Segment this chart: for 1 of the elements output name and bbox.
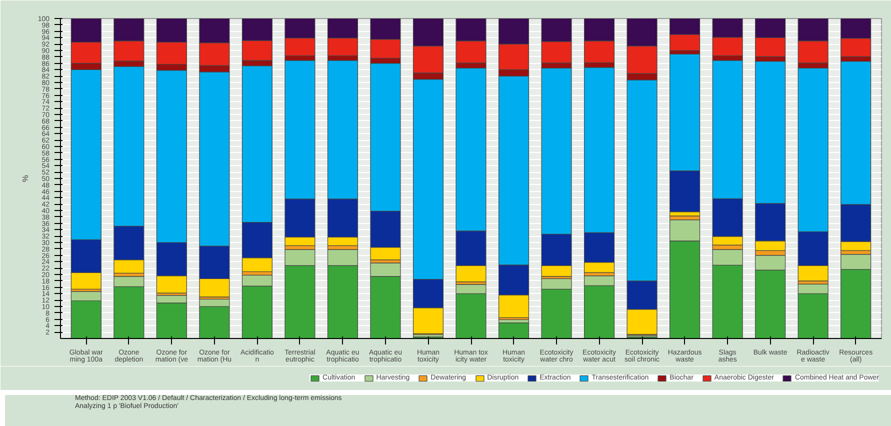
y-axis-title: % (20, 174, 30, 182)
